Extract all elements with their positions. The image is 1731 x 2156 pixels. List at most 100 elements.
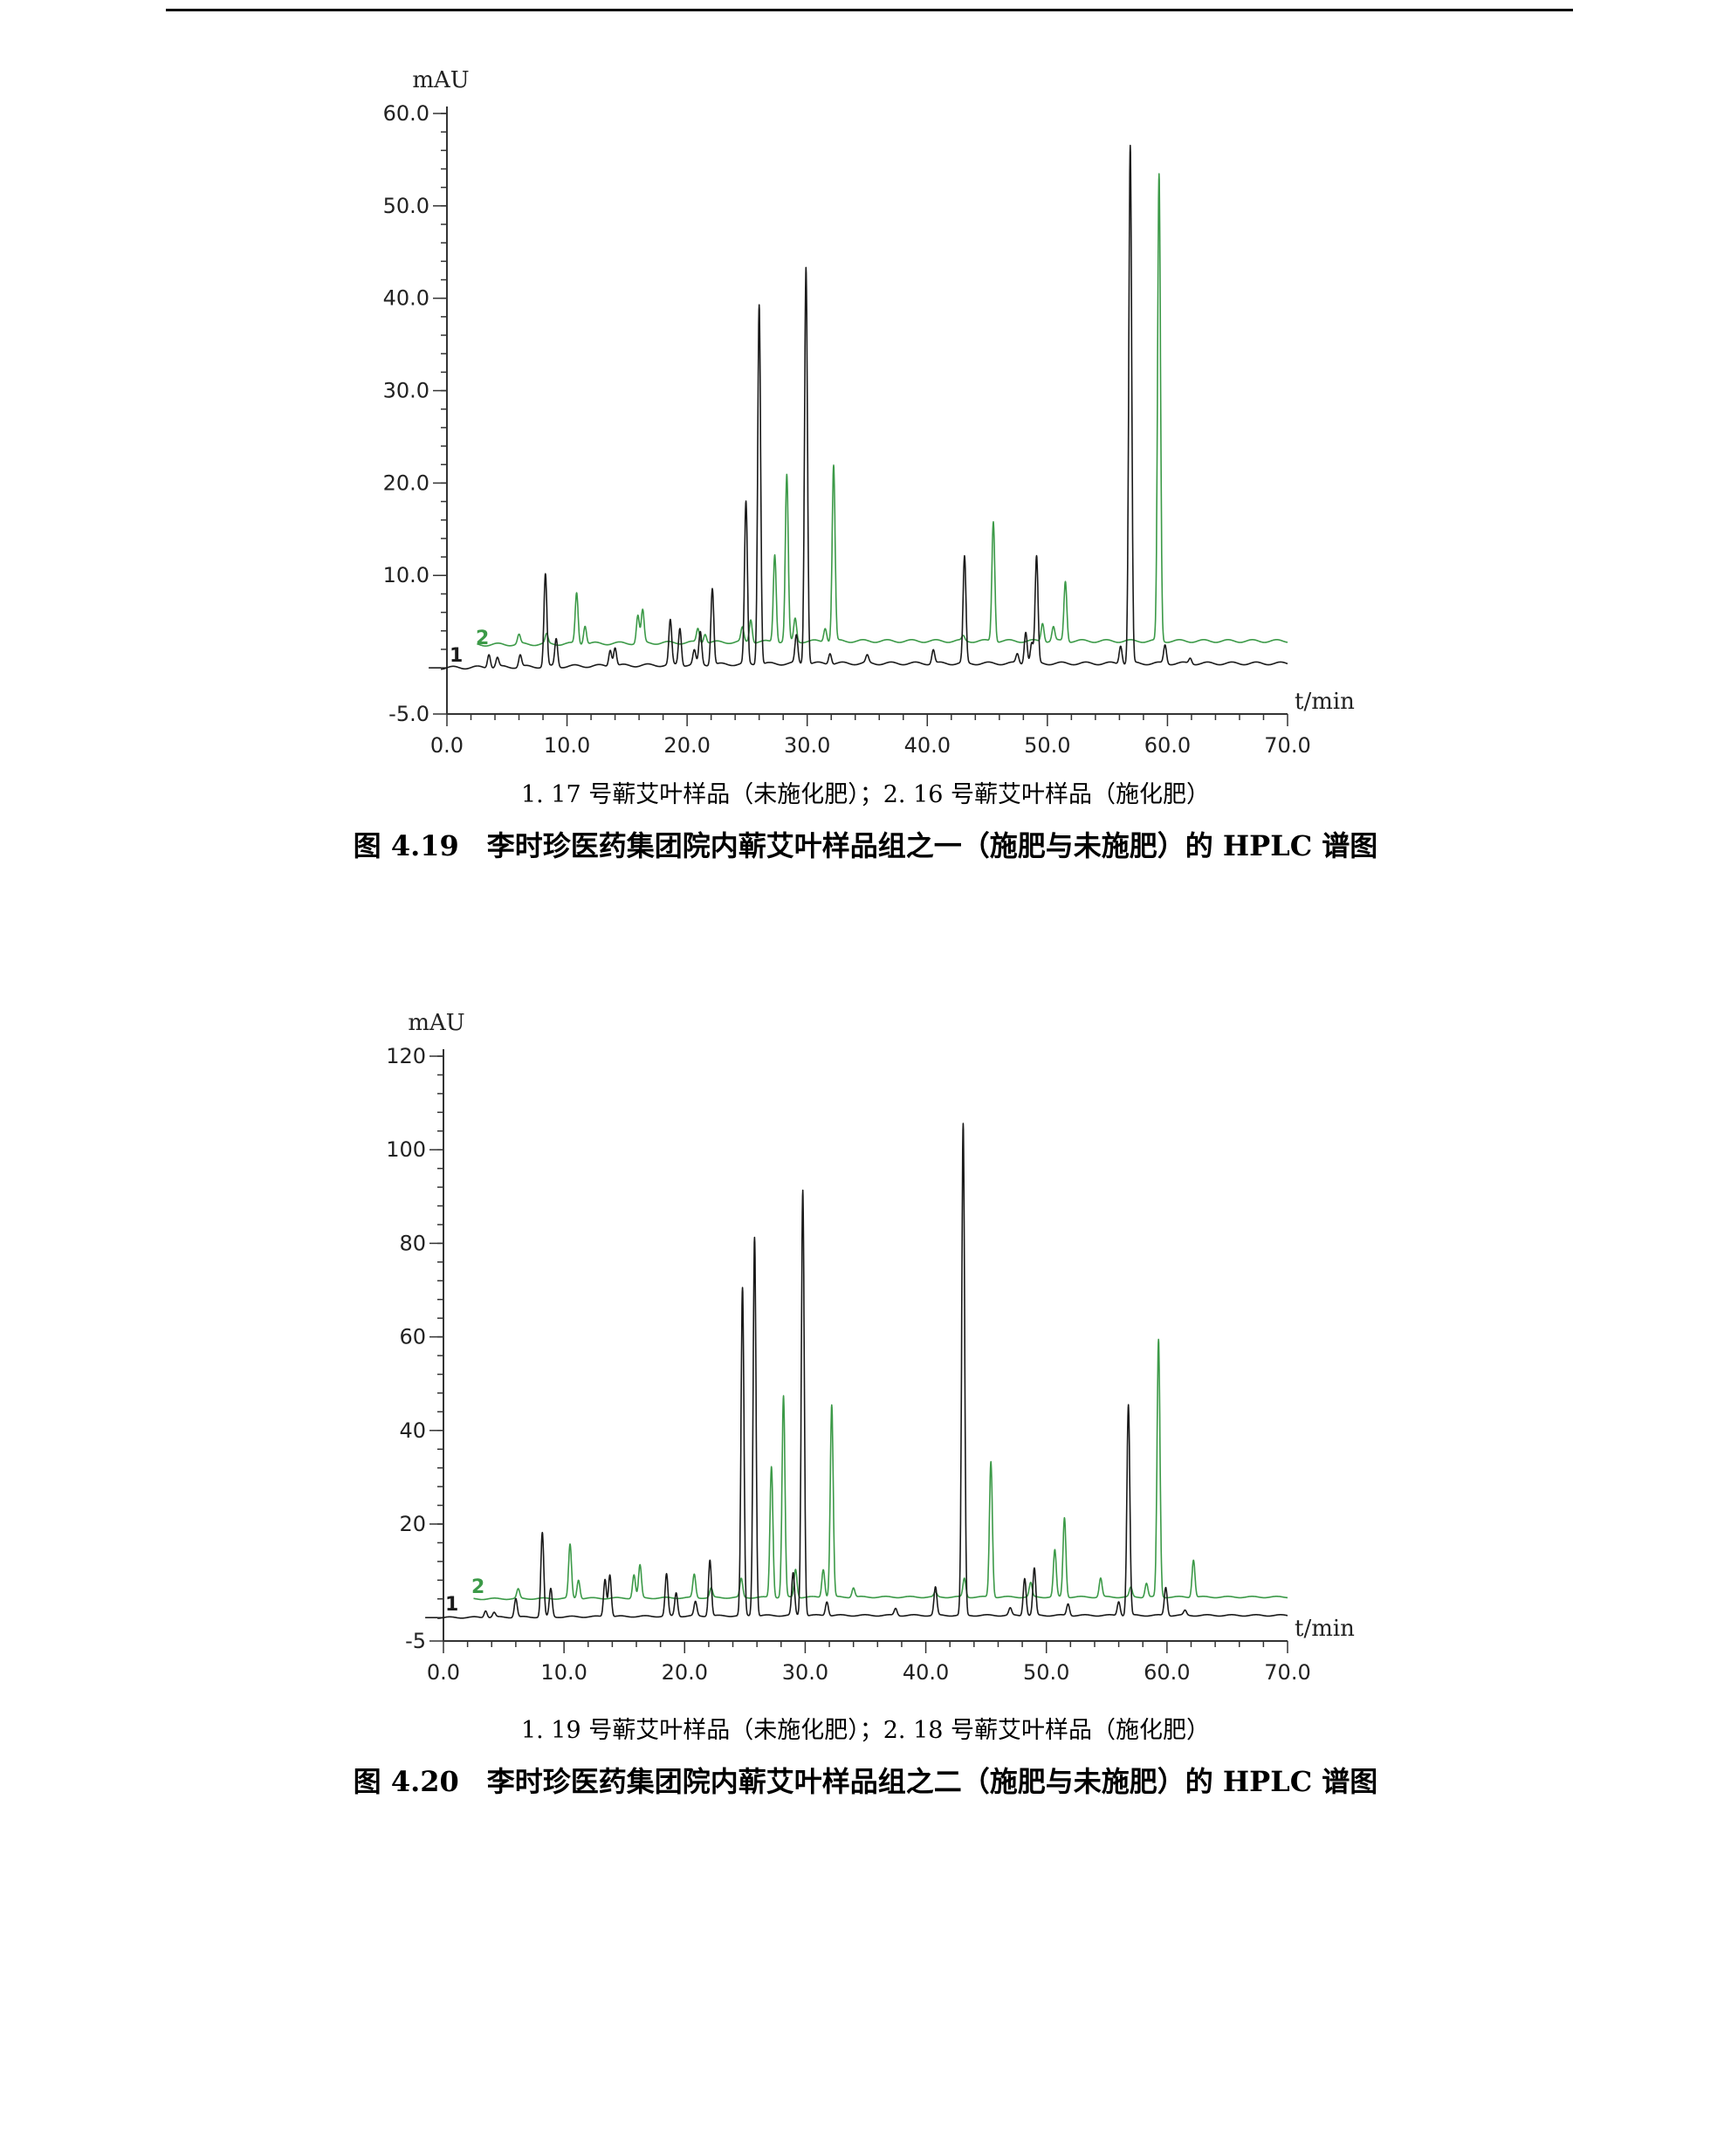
y-tick-label: -5 (405, 1629, 426, 1653)
peak-point (935, 1589, 937, 1590)
peak-point (1107, 658, 1109, 660)
peak-point (829, 656, 831, 658)
x-tick-label: 20.0 (662, 1660, 708, 1685)
peak-point (964, 1580, 965, 1582)
peak-point (759, 306, 760, 308)
series-label-2: 2 (471, 1576, 484, 1598)
peak-point (822, 1570, 824, 1572)
peak-point (515, 1598, 517, 1600)
peak-point (783, 1397, 785, 1398)
peak-point (525, 649, 526, 650)
peak-point (493, 1612, 495, 1614)
y-tick-label: 80 (399, 1231, 426, 1255)
x-tick-label: 70.0 (1264, 733, 1310, 758)
peak-point (1034, 1570, 1035, 1572)
x-tick-label: 60.0 (1144, 1660, 1190, 1685)
peak-point (1130, 150, 1131, 152)
series-trace-2 (472, 1338, 1288, 1601)
peak-point (936, 653, 938, 655)
peak-point (670, 622, 671, 624)
x-axis-label: t/min (1295, 689, 1355, 715)
peak-point (694, 653, 696, 655)
peak-point (771, 1467, 773, 1469)
x-tick-label: 10.0 (540, 1660, 587, 1685)
x-axis-label: t/min (1295, 1616, 1355, 1642)
peak-point (825, 630, 827, 632)
peak-point (569, 1544, 571, 1546)
peak-point (519, 635, 520, 636)
peak-point (826, 1603, 828, 1604)
peak-point (963, 1126, 965, 1128)
series-label-2: 2 (476, 628, 489, 649)
peak-point (857, 653, 859, 655)
peak-point (609, 1575, 611, 1576)
peak-point (697, 630, 699, 632)
peak-point (802, 1191, 804, 1193)
x-tick-label: 20.0 (663, 733, 710, 758)
y-tick-label: 40 (399, 1418, 426, 1443)
peak-point (1030, 1584, 1032, 1586)
peak-point (666, 1575, 668, 1576)
y-tick-label: 10.0 (383, 563, 429, 587)
peak-point (1009, 1610, 1011, 1611)
peak-point (1064, 1519, 1066, 1521)
peak-point (1165, 1589, 1167, 1590)
peak-point (793, 1575, 794, 1576)
peak-point (1146, 1584, 1148, 1586)
y-tick-label: 30.0 (383, 379, 429, 403)
peak-point (485, 1610, 487, 1611)
peak-point (704, 635, 706, 636)
peak-point (545, 574, 546, 576)
y-tick-label: 60.0 (383, 101, 429, 126)
y-tick-label: 50.0 (383, 194, 429, 218)
peak-point (1036, 561, 1038, 563)
peak-point (1017, 658, 1019, 660)
peak-point (1025, 635, 1027, 636)
peak-point (609, 650, 611, 652)
x-tick-label: 60.0 (1144, 733, 1191, 758)
figure-caption: 图 4.19 李时珍医药集团院内蕲艾叶样品组之一（施肥与未施肥）的 HPLC 谱… (353, 829, 1378, 862)
peak-point (867, 660, 869, 662)
x-tick-label: 40.0 (904, 733, 951, 758)
peak-point (1042, 626, 1044, 628)
peak-point (518, 1589, 519, 1590)
y-axis-label: mAU (412, 67, 469, 93)
peak-point (964, 561, 965, 563)
peak-point (519, 656, 521, 657)
y-tick-label: 20.0 (383, 470, 429, 495)
peak-point (963, 640, 965, 642)
peak-point (1164, 649, 1166, 650)
peak-point (831, 1406, 833, 1408)
peak-point (742, 1289, 744, 1291)
peak-point (709, 1561, 711, 1562)
x-tick-label: 30.0 (784, 733, 830, 758)
peak-point (794, 621, 796, 622)
peak-point (488, 653, 490, 655)
peak-point (833, 469, 835, 470)
peak-point (853, 1589, 855, 1590)
peak-point (699, 635, 701, 636)
y-tick-label: 100 (386, 1137, 426, 1162)
peak-point (1146, 644, 1148, 646)
peak-point (679, 630, 681, 632)
peak-point (1192, 1561, 1194, 1562)
series-label-1: 1 (450, 645, 463, 667)
peak-point (1215, 658, 1217, 660)
peak-point (676, 1594, 677, 1596)
y-tick-label: 120 (386, 1044, 426, 1068)
y-tick-label: 40.0 (383, 286, 429, 311)
x-tick-label: 50.0 (1024, 733, 1070, 758)
peak-point (1068, 1605, 1069, 1607)
x-tick-label: 40.0 (903, 1660, 949, 1685)
peak-point (754, 1238, 756, 1239)
peak-point (895, 1610, 896, 1611)
y-tick-label: 20 (399, 1512, 426, 1536)
peak-point (550, 1589, 552, 1590)
peak-point (555, 640, 557, 642)
peak-point (1100, 1580, 1102, 1582)
peak-point (578, 1580, 580, 1582)
chart-legend-line: 1. 19 号蕲艾叶样品（未施化肥）；2. 18 号蕲艾叶样品（施化肥） (520, 1717, 1211, 1744)
peak-point (1190, 662, 1192, 663)
peak-point (740, 1580, 742, 1582)
x-tick-label: 70.0 (1264, 1660, 1310, 1685)
